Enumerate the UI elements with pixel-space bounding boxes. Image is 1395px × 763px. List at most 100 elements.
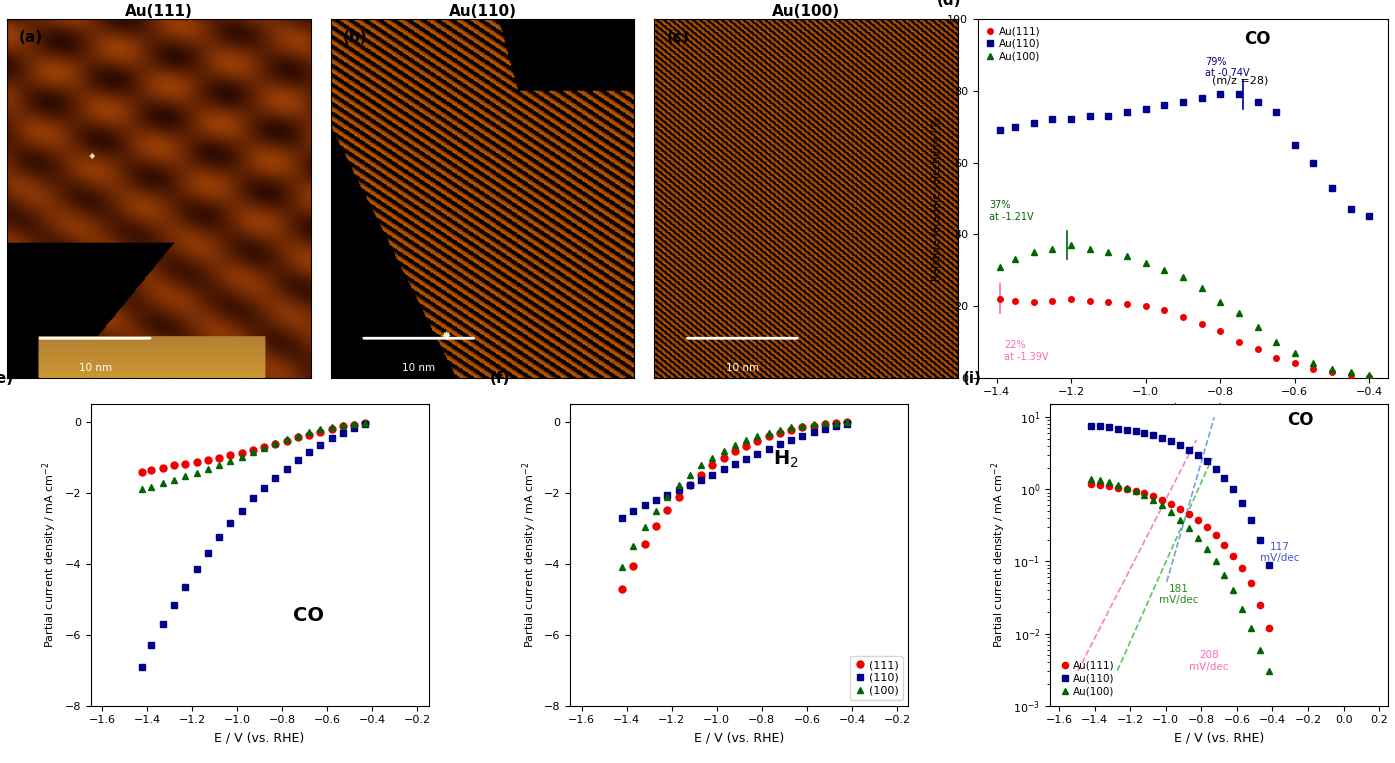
Au(100) bbox=[1362, 370, 1378, 379]
Title: Au(111): Au(111) bbox=[126, 4, 193, 19]
(110) bbox=[805, 427, 822, 436]
Au(111) bbox=[1268, 353, 1285, 362]
Au(100) bbox=[1083, 474, 1099, 483]
Text: 22%
at -1.39V: 22% at -1.39V bbox=[1004, 340, 1049, 362]
Au(110) bbox=[1175, 97, 1191, 106]
Au(100) bbox=[1137, 259, 1154, 268]
Title: Au(110): Au(110) bbox=[449, 4, 516, 19]
Au(110) bbox=[1007, 122, 1024, 131]
(100) bbox=[738, 436, 755, 445]
Au(100) bbox=[1230, 308, 1247, 317]
(111) bbox=[704, 461, 721, 470]
Y-axis label: Partial current density / mA cm$^{-2}$: Partial current density / mA cm$^{-2}$ bbox=[989, 462, 1007, 649]
Au(110) bbox=[1119, 108, 1136, 117]
(110) bbox=[670, 485, 686, 494]
(100) bbox=[783, 423, 799, 432]
Au(111) bbox=[1081, 296, 1098, 305]
(100) bbox=[658, 493, 675, 502]
Au(111) bbox=[1249, 344, 1265, 353]
Au(110) bbox=[1101, 423, 1117, 432]
Au(100) bbox=[1251, 645, 1268, 654]
Line: Au(110): Au(110) bbox=[1088, 423, 1272, 568]
X-axis label: E / V (vs.RHE): E / V (vs.RHE) bbox=[1143, 403, 1223, 416]
(111) bbox=[625, 561, 642, 570]
Au(110) bbox=[1172, 440, 1189, 449]
Title: Au(100): Au(100) bbox=[771, 4, 840, 19]
Au(100) bbox=[1063, 240, 1080, 250]
(111) bbox=[749, 436, 766, 445]
Au(110) bbox=[1145, 430, 1162, 439]
Au(100) bbox=[1145, 495, 1162, 504]
Text: 181
mV/dec: 181 mV/dec bbox=[1159, 584, 1198, 605]
Au(111) bbox=[1230, 337, 1247, 346]
Au(111) bbox=[992, 295, 1009, 304]
Au(110) bbox=[1233, 498, 1250, 507]
(111) bbox=[760, 432, 777, 441]
(110) bbox=[783, 435, 799, 444]
Au(111) bbox=[1190, 515, 1207, 524]
Line: Au(100): Au(100) bbox=[1088, 475, 1272, 674]
Au(111) bbox=[1261, 623, 1278, 633]
Au(111) bbox=[1180, 509, 1197, 518]
Au(110) bbox=[1251, 535, 1268, 544]
Au(110) bbox=[1162, 437, 1179, 446]
Line: (100): (100) bbox=[619, 419, 851, 571]
Au(111) bbox=[1101, 481, 1117, 491]
Au(110) bbox=[1261, 560, 1278, 569]
(100) bbox=[816, 419, 833, 428]
Au(111) bbox=[1342, 370, 1359, 379]
(100) bbox=[647, 506, 664, 515]
Au(111) bbox=[1324, 368, 1341, 377]
(111) bbox=[636, 540, 653, 549]
Au(100) bbox=[992, 262, 1009, 271]
Au(111) bbox=[1362, 372, 1378, 382]
Au(100) bbox=[1243, 623, 1260, 633]
Au(111) bbox=[1127, 486, 1144, 495]
Text: (c): (c) bbox=[667, 30, 689, 45]
(111) bbox=[716, 453, 732, 462]
Au(111) bbox=[1233, 564, 1250, 573]
Au(111) bbox=[1175, 312, 1191, 321]
Au(100) bbox=[1216, 571, 1233, 580]
(100) bbox=[749, 432, 766, 441]
Au(100) bbox=[1261, 667, 1278, 676]
Au(110) bbox=[1198, 456, 1215, 465]
Text: (d): (d) bbox=[937, 0, 961, 8]
Au(100) bbox=[1101, 247, 1117, 256]
X-axis label: E / V (vs. RHE): E / V (vs. RHE) bbox=[215, 731, 304, 744]
Au(100) bbox=[1127, 486, 1144, 495]
Au(100) bbox=[1212, 298, 1229, 307]
Au(100) bbox=[1156, 266, 1173, 275]
Au(110) bbox=[1083, 421, 1099, 430]
Text: CO: CO bbox=[1286, 411, 1313, 430]
(100) bbox=[838, 417, 855, 427]
(111) bbox=[681, 480, 698, 489]
Au(110) bbox=[1286, 140, 1303, 150]
Au(110) bbox=[1249, 97, 1265, 106]
(100) bbox=[794, 421, 810, 430]
Text: 79%
at -0.74V: 79% at -0.74V bbox=[1205, 57, 1250, 79]
(100) bbox=[805, 420, 822, 429]
Au(100) bbox=[1268, 337, 1285, 346]
Au(100) bbox=[1198, 544, 1215, 553]
Au(100) bbox=[1007, 255, 1024, 264]
(100) bbox=[716, 446, 732, 456]
Text: CO: CO bbox=[293, 607, 325, 626]
Au(110) bbox=[1127, 427, 1144, 436]
Au(111) bbox=[1119, 300, 1136, 309]
(111) bbox=[805, 421, 822, 430]
Au(110) bbox=[1362, 212, 1378, 221]
Au(100) bbox=[1225, 585, 1242, 594]
Text: CO: CO bbox=[1244, 31, 1271, 48]
Y-axis label: Partial current density / mA cm$^{-2}$: Partial current density / mA cm$^{-2}$ bbox=[520, 462, 538, 649]
(110) bbox=[749, 449, 766, 459]
Au(110) bbox=[1190, 450, 1207, 459]
Text: 10 nm: 10 nm bbox=[725, 363, 759, 373]
Au(110) bbox=[1324, 183, 1341, 192]
(100) bbox=[681, 470, 698, 479]
Au(100) bbox=[1175, 272, 1191, 282]
(111) bbox=[670, 492, 686, 501]
Au(111) bbox=[1286, 359, 1303, 368]
Au(111) bbox=[1136, 488, 1152, 497]
Au(100) bbox=[1154, 501, 1170, 510]
